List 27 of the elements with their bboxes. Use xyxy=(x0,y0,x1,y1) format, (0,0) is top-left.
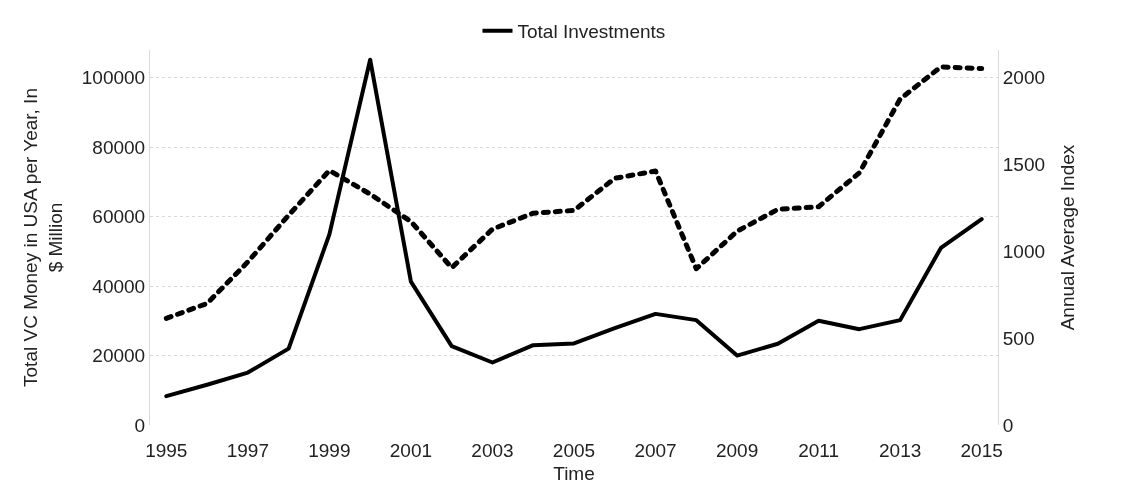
x-tick-label: 2013 xyxy=(879,440,922,461)
y-tick-label: 20000 xyxy=(92,345,146,367)
y-tick-label: 60000 xyxy=(92,206,146,228)
x-tick-label: 2001 xyxy=(389,440,433,461)
y2-tick-label: 0 xyxy=(1002,414,1014,436)
x-axis-title: Time xyxy=(553,462,595,484)
y2-tick-label: 2000 xyxy=(1002,67,1046,89)
y-tick-label: 100000 xyxy=(81,67,146,89)
x-tick-label: 2015 xyxy=(960,440,1003,461)
y2-tick-label: 1000 xyxy=(1002,241,1046,263)
y2-tick-label: 500 xyxy=(1002,327,1035,349)
y2-axis-title: Annual Average Index xyxy=(1056,144,1078,331)
x-tick-label: 2009 xyxy=(715,440,759,461)
x-tick-label: 1997 xyxy=(226,440,269,461)
legend-label: Total Investments xyxy=(517,21,666,43)
x-tick-label: 1999 xyxy=(308,440,351,461)
line-series xyxy=(164,57,984,399)
x-tick-label: 2005 xyxy=(552,440,596,461)
x-tick-label: 2003 xyxy=(471,440,514,461)
y-tick-label: 40000 xyxy=(92,275,146,297)
y-tick-label: 0 xyxy=(134,414,146,436)
x-tick-label: 1995 xyxy=(145,440,188,461)
x-tick-label: 2007 xyxy=(634,440,677,461)
y-axis-title: Total VC Money in USA per Year, In $ Million xyxy=(19,88,66,387)
y-tick-label: 80000 xyxy=(92,136,146,158)
y2-tick-label: 1500 xyxy=(1002,154,1046,176)
x-tick-label: 2011 xyxy=(798,440,840,461)
